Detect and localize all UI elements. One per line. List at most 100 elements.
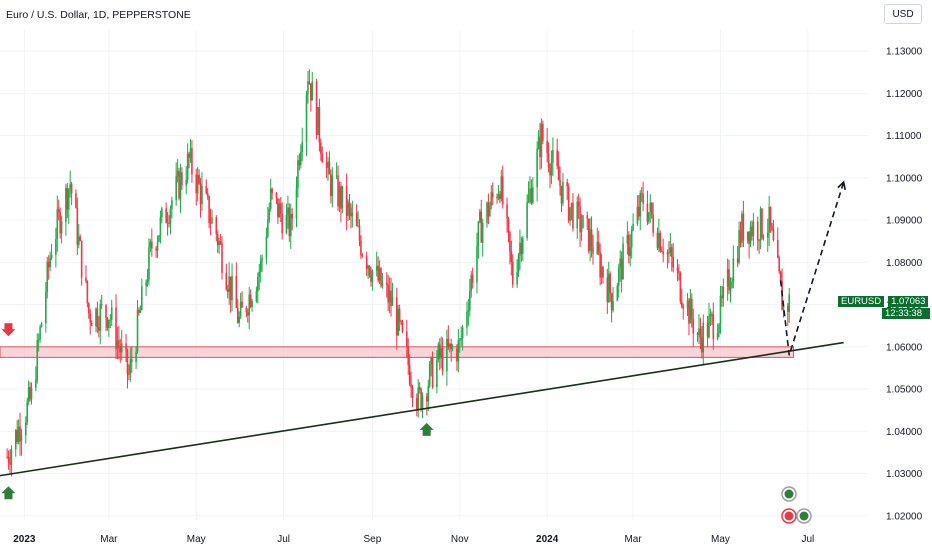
candle-body xyxy=(788,294,791,312)
event-badges[interactable] xyxy=(781,486,812,524)
candle-body xyxy=(357,225,359,227)
candle-body xyxy=(100,304,103,306)
candle-body xyxy=(89,313,92,323)
candle-body xyxy=(287,207,289,215)
candle-body xyxy=(179,172,182,199)
candle-body xyxy=(636,206,639,225)
candle-body xyxy=(507,218,510,232)
candle-body xyxy=(612,300,614,311)
candle-body xyxy=(726,269,729,287)
x-tick-label: Mar xyxy=(100,534,118,545)
candle-body xyxy=(729,287,732,291)
candle-body xyxy=(238,316,241,323)
candle-body xyxy=(277,198,279,218)
candle-body xyxy=(696,333,699,335)
candle-body xyxy=(766,232,769,238)
candle-body xyxy=(239,301,242,317)
candle-body xyxy=(650,203,653,215)
candle-body xyxy=(166,222,169,224)
candle-body xyxy=(205,185,208,194)
candle-body xyxy=(268,208,271,220)
candle-body xyxy=(120,343,123,353)
ascending-trendline xyxy=(0,341,844,477)
candle-body xyxy=(56,209,59,240)
candle-body xyxy=(417,387,420,410)
candle-body xyxy=(672,256,675,268)
currency-button[interactable]: USD xyxy=(884,4,922,24)
candle-body xyxy=(109,319,112,321)
arrow-up-icon xyxy=(1,486,16,500)
candle-body xyxy=(398,308,401,322)
candle-body xyxy=(275,192,278,199)
markers xyxy=(1,323,434,500)
candle-body xyxy=(692,319,695,334)
candle-body xyxy=(448,343,451,348)
candle-body xyxy=(269,188,272,209)
candle-body xyxy=(248,294,251,316)
candle-body xyxy=(586,215,589,219)
candle-body xyxy=(378,268,381,281)
candle-body xyxy=(79,236,82,241)
candle-body xyxy=(666,252,669,255)
candle-body xyxy=(37,339,40,341)
candle-body xyxy=(776,239,779,259)
candle-body xyxy=(36,340,39,381)
candle-body xyxy=(370,275,372,282)
candle-body xyxy=(176,170,179,177)
candle-body xyxy=(66,188,69,210)
candle-body xyxy=(491,192,494,198)
candle-body xyxy=(235,275,238,308)
candle-body xyxy=(125,343,127,350)
candle-body xyxy=(307,81,309,95)
candle-body xyxy=(27,387,30,402)
candle-body xyxy=(520,242,523,254)
candle-body xyxy=(617,267,620,286)
candle-body xyxy=(427,385,430,402)
candle-body xyxy=(779,271,782,282)
candle-body xyxy=(191,148,193,175)
candle-body xyxy=(267,219,269,237)
candle-body xyxy=(682,306,685,309)
candle-body xyxy=(447,338,450,348)
arrow-down-icon xyxy=(1,323,16,337)
last-price-tag: EURUSD 1.07063 xyxy=(838,296,930,308)
candle-body xyxy=(325,162,328,169)
candle-body xyxy=(348,202,351,208)
candle-body xyxy=(572,202,574,229)
grid xyxy=(0,30,868,520)
candle-body xyxy=(660,251,663,252)
projection-arrowhead xyxy=(837,180,846,191)
candle-body xyxy=(138,309,140,313)
candle-body xyxy=(129,359,132,375)
candle-body xyxy=(659,232,662,252)
candle-body xyxy=(215,217,218,235)
drawings xyxy=(0,180,846,477)
candle-body xyxy=(736,258,739,263)
x-tick-label: May xyxy=(711,534,730,545)
candle-body xyxy=(782,305,785,311)
candle-body xyxy=(440,348,442,359)
candle-body xyxy=(408,364,411,384)
candle-body xyxy=(168,223,170,224)
candle-body xyxy=(328,161,331,175)
candle-body xyxy=(669,247,672,253)
candle-body xyxy=(76,208,79,245)
candle-body xyxy=(77,236,80,245)
candle-body xyxy=(569,207,571,221)
y-tick-label: 1.12000 xyxy=(886,89,923,100)
candle-body xyxy=(471,274,474,283)
candle-body xyxy=(519,242,521,256)
candle-body xyxy=(35,380,37,388)
candle-body xyxy=(95,308,97,327)
candle-body xyxy=(146,279,149,283)
candle-body xyxy=(301,142,304,153)
x-tick-label: 2024 xyxy=(536,534,559,545)
candle-body xyxy=(557,165,560,181)
candle-body xyxy=(501,176,504,205)
candle-body xyxy=(67,189,70,210)
candle-body xyxy=(158,235,160,242)
candle-body xyxy=(136,309,139,352)
candle-body xyxy=(297,160,299,189)
